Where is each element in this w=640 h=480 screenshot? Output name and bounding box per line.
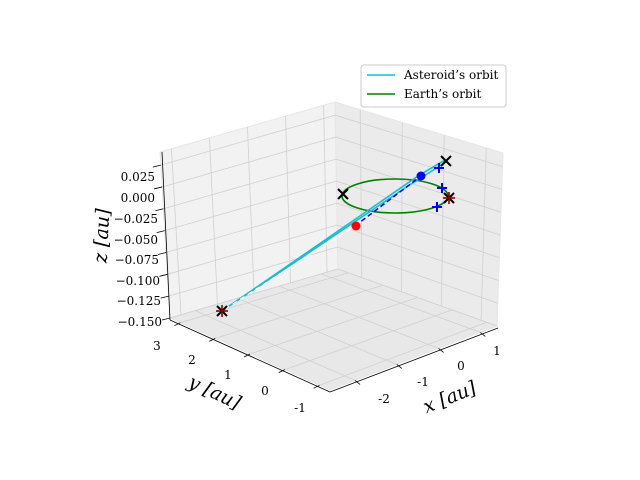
- tick-marks: [152, 164, 486, 389]
- z-tick-label: −0.025: [114, 212, 158, 226]
- x-tick-label: -1: [417, 375, 429, 389]
- z-grid-line: [337, 246, 498, 304]
- y-grid-line: [319, 321, 487, 386]
- z-grid-line: [335, 136, 502, 190]
- y-tick-mark: [313, 384, 320, 389]
- grid-lines: [160, 105, 503, 386]
- blue-point: [416, 171, 426, 181]
- z-tick-label: 0.025: [121, 170, 155, 184]
- y-tick-mark: [209, 337, 216, 342]
- x-tick-mark: [480, 332, 486, 337]
- y-grid-line: [249, 297, 418, 355]
- x-grid-line: [279, 285, 439, 349]
- y-grid-line: [284, 309, 453, 371]
- y-grid-line: [171, 148, 182, 315]
- x-grid-line: [359, 109, 363, 278]
- x-tick-mark: [438, 348, 444, 353]
- x-grid-line: [401, 122, 403, 292]
- red-point: [351, 221, 361, 231]
- y-tick-mark: [174, 322, 181, 327]
- z-grid-line: [336, 202, 500, 259]
- x-axis-line: [329, 327, 499, 393]
- y-grid-line: [180, 272, 349, 324]
- z-tick-mark: [160, 295, 169, 299]
- y-axis-line: [169, 319, 331, 393]
- y-tick-label: 2: [188, 353, 196, 367]
- red-star-marker: [443, 192, 455, 204]
- z-tick-labels: 0.025 0.000 −0.025 −0.050 −0.075 −0.100 …: [114, 170, 162, 329]
- x-grid-line: [480, 147, 487, 321]
- legend-label-asteroid: Asteroid’s orbit: [403, 68, 498, 82]
- z-grid-line: [335, 158, 502, 213]
- legend-box: [360, 64, 507, 108]
- y-tick-label: 0: [261, 384, 269, 398]
- z-tick-label: −0.150: [118, 315, 162, 329]
- y-tick-label: 3: [153, 339, 161, 353]
- legend-label-earth: Earth’s orbit: [404, 87, 481, 101]
- z-tick-mark: [154, 186, 163, 190]
- blue-plus-marker: [432, 202, 442, 212]
- z-grid-line: [336, 180, 501, 236]
- z-tick-mark: [155, 208, 164, 212]
- y-tick-mark: [243, 353, 251, 358]
- y-grid-line: [209, 137, 218, 305]
- x-tick-label: 0: [457, 359, 465, 373]
- y-axis-label: y [au]: [184, 371, 245, 415]
- z-tick-label: 0.000: [121, 191, 155, 205]
- blue-plus-marker: [434, 163, 444, 173]
- x-tick-labels: -2 -1 0 1: [378, 344, 501, 406]
- z-tick-mark: [159, 273, 168, 277]
- y-tick-label: -1: [294, 401, 306, 415]
- x-grid-line: [237, 298, 397, 365]
- legend: Asteroid’s orbit Earth’s orbit: [360, 64, 507, 108]
- red-star-marker: [216, 305, 228, 317]
- z-tick-mark: [152, 164, 161, 168]
- axes-panes: [159, 101, 504, 391]
- asteroid-dashed-path: [224, 225, 356, 310]
- z-tick-mark: [161, 317, 171, 321]
- z-tick-label: −0.100: [116, 274, 160, 288]
- blue-plus-marker: [437, 183, 447, 193]
- markers: [216, 155, 455, 317]
- black-x-marker: [440, 155, 452, 167]
- y-grid-line: [247, 126, 255, 294]
- y-grid-line: [215, 284, 384, 339]
- x-tick-mark: [396, 364, 403, 369]
- z-tick-label: −0.050: [114, 233, 158, 247]
- z-tick-label: −0.125: [117, 294, 161, 308]
- z-grid-line: [337, 224, 499, 281]
- y-tick-labels: 3 2 1 0 -1: [153, 339, 306, 415]
- axis-spines: [161, 151, 499, 393]
- y-tick-label: 1: [224, 368, 232, 382]
- x-axis-label: x [au]: [420, 377, 480, 418]
- y-tick-mark: [278, 369, 285, 374]
- x-tick-label: 1: [493, 344, 501, 358]
- x-grid-line: [321, 273, 481, 333]
- x-tick-mark: [354, 380, 361, 385]
- y-grid-line: [285, 116, 291, 283]
- z-axis-line: [161, 151, 171, 321]
- x-tick-label: -2: [378, 392, 390, 406]
- z-tick-mark: [156, 230, 165, 234]
- x-grid-line: [195, 310, 356, 381]
- z-tick-mark: [157, 252, 167, 255]
- z-axis-label: z [au]: [90, 207, 115, 264]
- asteroid-dashed-path-blue: [354, 175, 422, 227]
- z-grid-line: [335, 114, 503, 168]
- z-tick-label: −0.075: [115, 253, 159, 267]
- black-x-marker: [337, 188, 349, 200]
